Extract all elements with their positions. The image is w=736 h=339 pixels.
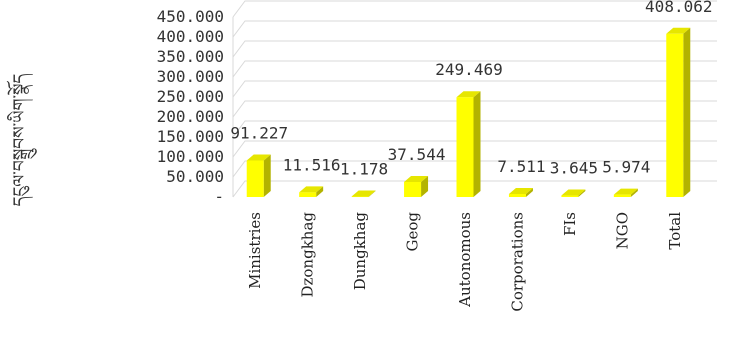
data-label: 408.062 <box>645 0 712 16</box>
bar-side <box>578 189 586 197</box>
y-tick-label: 400.000 <box>157 27 224 46</box>
bars <box>246 27 691 198</box>
bar <box>299 186 324 197</box>
category-label: Total <box>666 212 684 250</box>
bar-side <box>630 188 638 197</box>
y-tick-label: 100.000 <box>157 147 224 166</box>
category-label: Autonomous <box>456 212 474 308</box>
bar <box>246 154 271 197</box>
bar-top <box>351 190 376 197</box>
bar-side <box>421 175 429 197</box>
gridline <box>232 100 717 118</box>
bar <box>613 188 638 197</box>
bar-top <box>613 188 638 195</box>
gridline <box>232 120 717 138</box>
gridline <box>232 40 717 58</box>
y-tick-label: 250.000 <box>157 87 224 106</box>
data-label: 91.227 <box>230 124 288 143</box>
bar <box>508 187 533 197</box>
bar-side <box>316 186 324 197</box>
y-tick-label: 450.000 <box>157 7 224 26</box>
bar-top <box>456 91 481 98</box>
gridline <box>232 160 717 178</box>
category-label: Corporations <box>508 212 526 312</box>
bar <box>561 189 586 197</box>
gridline <box>232 20 717 38</box>
bar-side <box>263 154 271 197</box>
y-tick-labels: -50.000100.000150.000200.000250.000300.0… <box>157 7 224 206</box>
bar-front <box>404 181 422 197</box>
category-label: NGO <box>613 212 631 249</box>
category-label: Ministries <box>246 212 264 289</box>
data-label: 1.178 <box>340 160 388 179</box>
gridline <box>232 140 717 158</box>
category-label: Geog <box>404 212 422 252</box>
data-label: 37.544 <box>388 145 446 164</box>
y-tick-label: - <box>214 187 224 206</box>
bar-side <box>525 187 533 197</box>
gridlines <box>232 0 717 198</box>
bar-side <box>473 91 481 197</box>
bar-side <box>368 190 376 197</box>
category-label: Dungkhag <box>351 212 369 291</box>
bar-front <box>456 97 474 197</box>
bar-side <box>683 27 691 197</box>
data-label: 3.645 <box>550 159 598 178</box>
bar-top <box>666 27 691 34</box>
bar-top <box>508 187 533 194</box>
bar <box>404 175 429 197</box>
gridline <box>232 80 717 98</box>
data-label: 7.511 <box>497 157 545 176</box>
bar-front <box>508 193 526 197</box>
bar <box>666 27 691 197</box>
bar-top <box>299 186 324 193</box>
y-tick-label: 150.000 <box>157 127 224 146</box>
bar-top <box>246 154 271 161</box>
y-tick-label: 50.000 <box>166 167 224 186</box>
bar-front <box>613 194 631 197</box>
data-label: 249.469 <box>435 60 502 79</box>
bar-front <box>299 192 317 197</box>
bar-front <box>561 195 579 197</box>
category-label: Dzongkhag <box>299 212 317 298</box>
bar-front <box>666 33 684 197</box>
category-labels: Ministries Dzongkhag Dungkhag Geog Autonomou… <box>246 212 684 312</box>
bar-front <box>351 196 369 198</box>
gridline <box>232 180 717 198</box>
gridline <box>232 0 717 18</box>
bar-top <box>404 175 429 182</box>
bar <box>456 91 481 197</box>
y-tick-label: 300.000 <box>157 67 224 86</box>
y-tick-label: 200.000 <box>157 107 224 126</box>
bar-front <box>246 160 264 197</box>
gridline <box>232 60 717 78</box>
bar <box>351 190 376 198</box>
y-axis-label: དངུལ་བསྒྲུབས་ཡིག་སྣོད <box>6 73 37 206</box>
category-label: FIs <box>561 212 579 236</box>
data-label: 11.516 <box>283 155 341 174</box>
data-label: 5.974 <box>602 158 650 177</box>
bar-top <box>561 189 586 196</box>
y-tick-label: 350.000 <box>157 47 224 66</box>
